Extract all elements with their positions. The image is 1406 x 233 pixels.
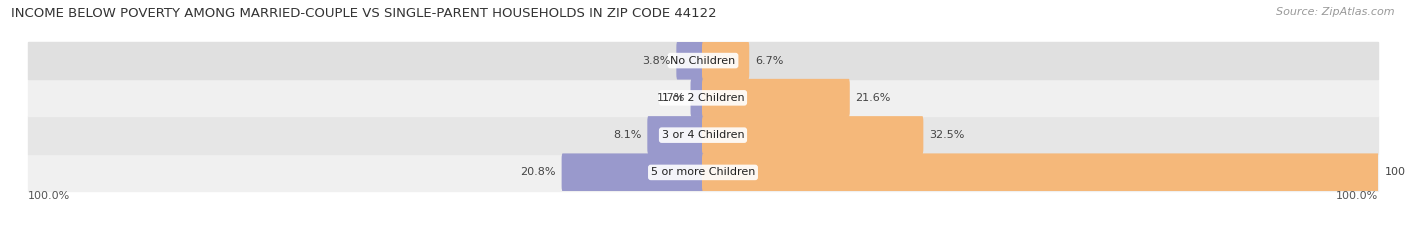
Text: 20.8%: 20.8%	[520, 168, 555, 177]
Text: 8.1%: 8.1%	[613, 130, 641, 140]
FancyBboxPatch shape	[702, 153, 1379, 192]
Text: 32.5%: 32.5%	[929, 130, 965, 140]
Text: Source: ZipAtlas.com: Source: ZipAtlas.com	[1277, 7, 1395, 17]
FancyBboxPatch shape	[561, 153, 704, 192]
Text: 3 or 4 Children: 3 or 4 Children	[662, 130, 744, 140]
FancyBboxPatch shape	[676, 41, 704, 80]
Bar	[28, 116, 1378, 154]
FancyBboxPatch shape	[702, 116, 924, 154]
Text: 21.6%: 21.6%	[855, 93, 891, 103]
Text: 3.8%: 3.8%	[643, 56, 671, 65]
Text: 100.0%: 100.0%	[1336, 191, 1378, 201]
Text: INCOME BELOW POVERTY AMONG MARRIED-COUPLE VS SINGLE-PARENT HOUSEHOLDS IN ZIP COD: INCOME BELOW POVERTY AMONG MARRIED-COUPL…	[11, 7, 717, 20]
FancyBboxPatch shape	[690, 79, 704, 117]
Text: No Children: No Children	[671, 56, 735, 65]
FancyBboxPatch shape	[702, 79, 849, 117]
Bar	[28, 42, 1378, 79]
FancyBboxPatch shape	[702, 41, 749, 80]
Text: 1.7%: 1.7%	[657, 93, 685, 103]
Text: 100.0%: 100.0%	[28, 191, 70, 201]
Bar	[28, 79, 1378, 116]
Text: 100.0%: 100.0%	[1385, 168, 1406, 177]
Text: 6.7%: 6.7%	[755, 56, 783, 65]
FancyBboxPatch shape	[647, 116, 704, 154]
Bar	[28, 154, 1378, 191]
Text: 1 or 2 Children: 1 or 2 Children	[662, 93, 744, 103]
Text: 5 or more Children: 5 or more Children	[651, 168, 755, 177]
